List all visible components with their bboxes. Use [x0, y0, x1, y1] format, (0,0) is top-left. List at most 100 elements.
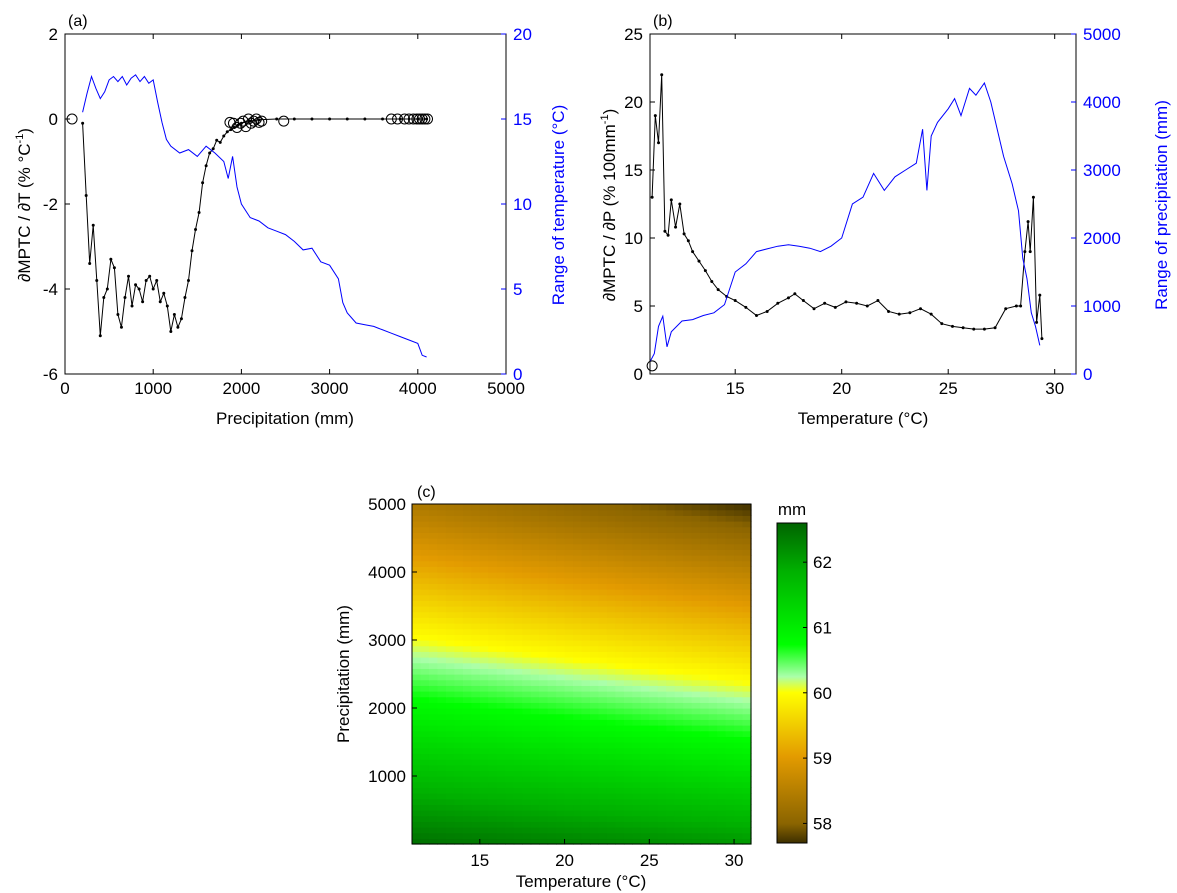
heatmap-cell: [556, 838, 566, 845]
heatmap-cell: [462, 651, 472, 658]
heatmap-cell: [573, 543, 583, 550]
heatmap-cell: [666, 674, 676, 681]
heatmap-cell: [606, 651, 616, 658]
heatmap-cell: [691, 657, 701, 664]
heatmap-cell: [649, 538, 659, 545]
heatmap-cell: [589, 810, 600, 817]
heatmap-cell: [564, 742, 574, 749]
heatmap-cell: [598, 606, 608, 613]
heatmap-cell: [691, 606, 701, 613]
heatmap-cell: [522, 640, 532, 647]
heatmap-cell: [632, 725, 642, 732]
heatmap-cell: [632, 742, 642, 749]
heatmap-cell: [522, 611, 532, 618]
heatmap-cell: [564, 832, 574, 839]
heatmap-cell: [725, 577, 735, 584]
heatmap-cell: [632, 798, 642, 805]
heatmap-cell: [581, 657, 591, 664]
heatmap-cell: [437, 821, 447, 828]
heatmap-cell: [589, 543, 600, 550]
heatmap-cell: [488, 713, 498, 720]
heatmap-cell: [564, 657, 574, 664]
heatmap-cell: [488, 634, 498, 641]
heatmap-cell: [530, 804, 540, 811]
heatmap-cell: [547, 725, 557, 732]
heatmap-cell: [640, 810, 650, 817]
heatmap-cell: [437, 549, 447, 556]
heatmap-cell: [606, 838, 616, 845]
heatmap-cell: [539, 617, 549, 624]
heatmap-cell: [589, 827, 600, 834]
heatmap-cell: [640, 600, 650, 607]
heatmap-cell: [573, 521, 583, 528]
heatmap-cell: [539, 526, 549, 533]
heatmap-cell: [683, 770, 693, 777]
panel-b-left-y-label-end: ): [600, 109, 619, 115]
heatmap-cell: [428, 543, 439, 550]
heatmap-cell: [734, 708, 744, 715]
heatmap-cell: [437, 725, 447, 732]
heatmap-cell: [437, 832, 447, 839]
heatmap-cell: [640, 668, 650, 675]
heatmap-cell: [513, 504, 523, 511]
heatmap-cell: [666, 679, 676, 686]
heatmap-cell: [725, 770, 735, 777]
panel-b-point: [919, 307, 923, 311]
heatmap-cell: [454, 838, 464, 845]
heatmap-cell: [522, 532, 532, 539]
heatmap-cell: [437, 776, 447, 783]
heatmap-cell: [496, 730, 506, 737]
heatmap-cell: [454, 747, 464, 754]
heatmap-cell: [683, 611, 693, 618]
heatmap-cell: [581, 713, 591, 720]
heatmap-cell: [522, 583, 532, 590]
heatmap-cell: [649, 804, 659, 811]
heatmap-cell: [589, 662, 600, 669]
heatmap-cell: [496, 810, 506, 817]
panel-c-label: (c): [417, 484, 436, 501]
heatmap-cell: [471, 776, 481, 783]
heatmap-cell: [700, 832, 710, 839]
heatmap-cell: [530, 509, 540, 516]
heatmap-cell: [725, 543, 735, 550]
panel-b-right-y-tick-label: 5000: [1083, 25, 1121, 44]
heatmap-cell: [657, 787, 667, 794]
heatmap-cell: [428, 747, 439, 754]
heatmap-cell: [734, 526, 744, 533]
heatmap-cell: [564, 509, 574, 516]
heatmap-cell: [615, 504, 625, 511]
heatmap-cell: [488, 657, 498, 664]
heatmap-cell: [412, 662, 422, 669]
heatmap-cell: [513, 770, 523, 777]
heatmap-cell: [674, 747, 684, 754]
heatmap-cell: [428, 742, 439, 749]
heatmap-cell: [708, 549, 718, 556]
heatmap-cell: [717, 532, 727, 539]
heatmap-cell: [573, 532, 583, 539]
heatmap-cell: [564, 606, 574, 613]
heatmap-cell: [691, 521, 701, 528]
heatmap-cell: [708, 577, 718, 584]
panel-c-y-tick-label: 1000: [368, 767, 406, 786]
heatmap-cell: [547, 668, 557, 675]
heatmap-cell: [674, 798, 684, 805]
heatmap-cell: [589, 600, 600, 607]
heatmap-cell: [725, 832, 735, 839]
heatmap-cell: [615, 787, 625, 794]
heatmap-cell: [666, 770, 676, 777]
heatmap-cell: [632, 594, 642, 601]
heatmap-cell: [589, 651, 600, 658]
heatmap-cell: [640, 572, 650, 579]
heatmap-cell: [734, 821, 744, 828]
heatmap-cell: [420, 804, 430, 811]
heatmap-cell: [725, 815, 735, 822]
heatmap-cell: [666, 594, 676, 601]
heatmap-cell: [513, 838, 523, 845]
heatmap-cell: [657, 759, 667, 766]
heatmap-cell: [700, 504, 710, 511]
heatmap-cell: [420, 679, 430, 686]
heatmap-cell: [606, 730, 616, 737]
heatmap-cell: [683, 759, 693, 766]
heatmap-cell: [496, 594, 506, 601]
heatmap-cell: [606, 787, 616, 794]
